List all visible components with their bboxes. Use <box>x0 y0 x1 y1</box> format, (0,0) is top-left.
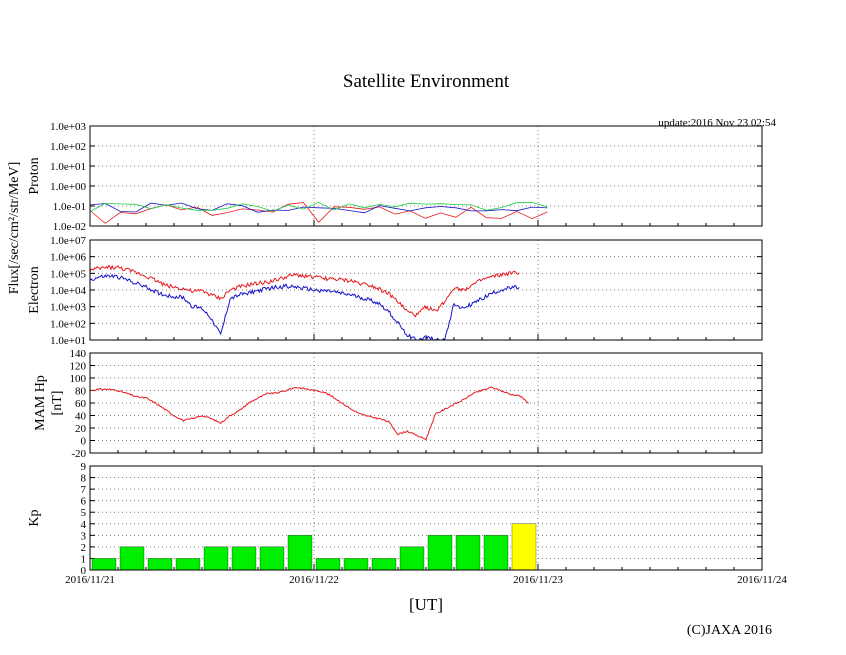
kp-bar <box>91 558 117 571</box>
y-axis-label: Proton <box>27 157 42 194</box>
x-tick-label: 2016/11/22 <box>289 574 339 586</box>
series-line-green <box>89 201 548 212</box>
y-tick-label: 60 <box>75 398 87 410</box>
y-axis-label: Electron <box>27 266 42 313</box>
panels-group: 1.0e-021.0e-011.0e+001.0e+011.0e+021.0e+… <box>27 121 787 586</box>
kp-bar <box>483 535 509 571</box>
y-tick-label: 6 <box>81 496 87 508</box>
y-axis-label: Kp <box>27 509 42 526</box>
y-tick-label: 1.0e-02 <box>53 221 86 233</box>
y-tick-label: 1.0e+06 <box>50 252 86 264</box>
x-axis-label: [UT] <box>409 595 443 614</box>
y-tick-label: 1.0e+03 <box>50 121 86 133</box>
y-tick-label: 5 <box>81 507 87 519</box>
kp-bar <box>511 523 537 571</box>
x-tick-label: 2016/11/21 <box>65 574 115 586</box>
y-tick-label: 9 <box>81 461 87 473</box>
kp-bar <box>231 546 257 571</box>
y-axis-label: MAM Hp <box>33 375 48 431</box>
shared-flux-label: Flux[/sec/cm²/str/MeV] <box>7 162 22 295</box>
copyright-text: (C)JAXA 2016 <box>687 623 772 638</box>
panel-frame <box>89 465 763 571</box>
y-tick-label: 2 <box>81 542 87 554</box>
y-tick-label: 0 <box>81 565 87 577</box>
update-label: update:2016 Nov 23 02:54 <box>658 117 776 129</box>
x-tick-label: 2016/11/24 <box>737 574 787 586</box>
kp-bar <box>259 546 285 571</box>
y-tick-label: 1 <box>81 553 87 565</box>
kp-bar <box>287 535 313 571</box>
series-line-blue <box>89 273 520 341</box>
x-tick-label: 2016/11/23 <box>513 574 563 586</box>
y-tick-label: 0 <box>81 436 87 448</box>
panel-proton: 1.0e-02 1.0e-01 1.0e+00 1.0e+01 1.0e+02 1.0e+… <box>27 121 763 233</box>
panel-frame <box>89 352 763 454</box>
kp-bar <box>371 558 397 571</box>
kp-bar <box>175 558 201 571</box>
y-tick-label: 1.0e+01 <box>50 161 86 173</box>
y-tick-label: 100 <box>70 373 87 385</box>
kp-bar <box>343 558 369 571</box>
y-tick-label: 120 <box>70 361 87 373</box>
y-tick-label: 140 <box>70 348 87 360</box>
y-tick-label: 1.0e+02 <box>50 141 86 153</box>
kp-bar <box>427 535 453 571</box>
y-tick-label: 4 <box>81 519 87 531</box>
series-line-red <box>89 264 520 318</box>
y-tick-label: 1.0e+03 <box>50 302 86 314</box>
y-axis-unit-label: [nT] <box>50 391 65 416</box>
y-tick-label: 1.0e-01 <box>53 201 86 213</box>
y-tick-label: 1.0e+01 <box>50 335 86 347</box>
panel-electron: 1.0e+01 1.0e+02 1.0e+03 1.0e+04 1.0e+05 1.0e+… <box>27 235 763 347</box>
chart-title: Satellite Environment <box>343 71 510 92</box>
y-tick-label: 1.0e+07 <box>50 235 86 247</box>
y-tick-label: 1.0e+05 <box>50 268 86 280</box>
y-tick-label: 3 <box>81 530 87 542</box>
y-tick-label: 8 <box>81 473 87 485</box>
y-tick-label: 7 <box>81 484 87 496</box>
y-tick-label: -20 <box>71 448 86 460</box>
y-tick-label: 1.0e+00 <box>50 181 86 193</box>
y-tick-label: 1.0e+02 <box>50 318 86 330</box>
series-line-red <box>89 386 529 441</box>
y-tick-label: 1.0e+04 <box>50 285 86 297</box>
y-tick-label: 80 <box>75 386 87 398</box>
series-line-blue <box>89 202 548 214</box>
y-tick-label: 20 <box>75 423 87 435</box>
kp-bar <box>399 546 425 571</box>
kp-bar <box>203 546 229 571</box>
kp-bar <box>455 535 481 571</box>
panel-frame <box>89 125 763 227</box>
kp-bar <box>119 546 145 571</box>
panel-frame <box>89 239 763 341</box>
kp-bar <box>147 558 173 571</box>
y-tick-label: 40 <box>75 411 87 423</box>
kp-bar <box>315 558 341 571</box>
